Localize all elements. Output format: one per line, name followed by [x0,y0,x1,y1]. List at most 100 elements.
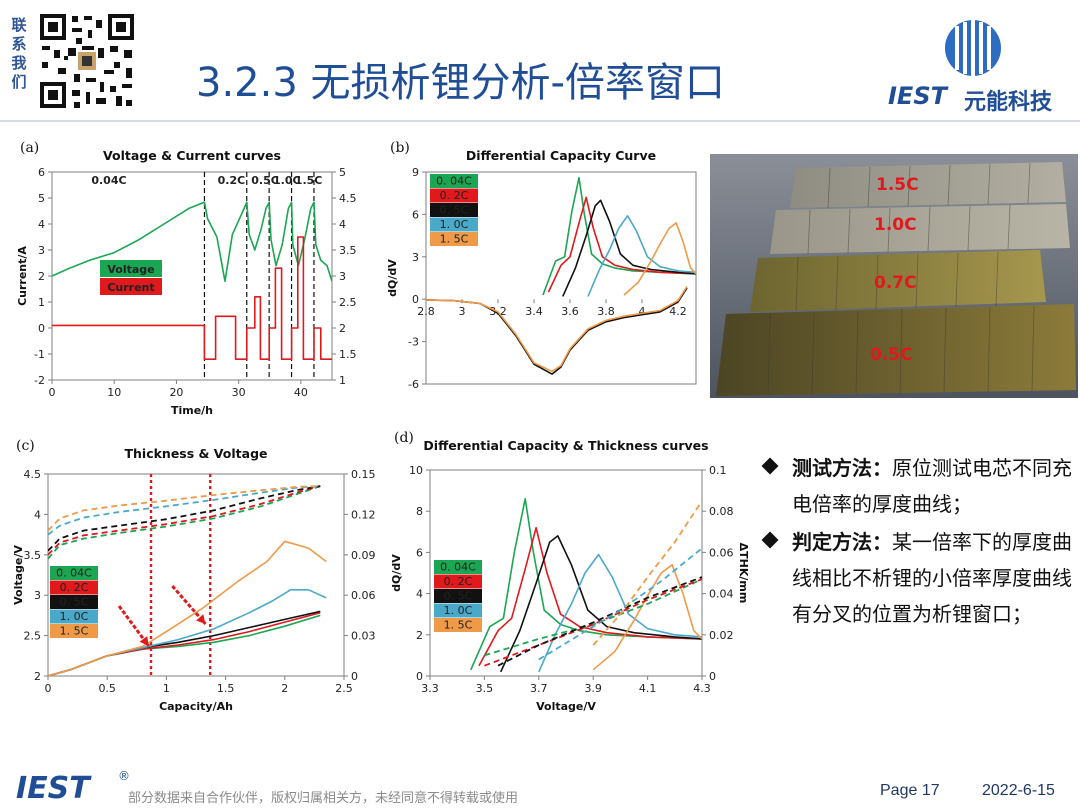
y-tick-label: 2 [38,270,45,283]
y-tick-label: 4 [38,218,45,231]
y-tick-label: 0 [38,322,45,335]
plot-area-d [470,498,702,673]
x-tick-label: 3.3 [421,682,439,695]
legend-swatch-0-5c [50,595,98,609]
registered-mark: ® [118,769,130,783]
contact-us-label: 联系我们 [11,16,27,91]
y2-tick-label: 0.15 [351,468,376,481]
legend-swatch-0-04c [434,560,482,574]
test-method-text: 原位测试电芯不同充电倍率的厚度曲线； [792,456,1072,516]
legend-swatch-0-04c [50,566,98,580]
judge-method-text: 某一倍率下的厚度曲线相比不析锂的小倍率厚度曲线有分叉的位置为析锂窗口； [792,530,1072,626]
legend-label-0-2c: 0. 2C [60,581,89,594]
chart-title-b: Differential Capacity Curve [466,148,656,163]
series-d-0-2c-dq-dv [478,526,702,667]
plot-frame-c [47,473,345,677]
series-a-current [52,236,332,360]
y-tick-label: 4.5 [24,468,42,481]
legend-swatch-0-2c [50,580,98,595]
x-tick-label: 3.4 [525,305,543,318]
series-b-discharge-overlay [426,286,688,373]
y-tick-label: 4 [34,508,41,521]
legend-label-1-5c: 1. 5C [440,233,469,246]
x-tick-label: 4.3 [693,682,711,695]
y2-tick-label: 0.06 [351,589,376,602]
chart-a-panel: (a) Voltage & Current curves 0 10 20 30 40 -2 -1… [14,138,364,432]
y-axis-label-d: dQ/dV [390,554,403,592]
y2-tick-label: 0.02 [709,629,734,642]
legend-swatch-1-5c [434,618,482,632]
y2-tick-label: 0.04 [709,588,734,601]
y2-tick-label: 0.1 [709,464,727,477]
chart-b-panel: (b) Differential Capacity Curve 2.8 3 3.2 3.4… [384,138,710,421]
legend-label-1-0c: 1. 0C [440,218,469,231]
chart-d-svg: (d) Differential Capacity & Thickness cur… [390,430,750,713]
series-b-0-04c [542,176,696,296]
x-tick-label: 4 [639,305,646,318]
chart-d-panel: (d) Differential Capacity & Thickness cur… [388,428,758,728]
legend-label-1-5c: 1. 5C [60,625,89,638]
series-b-1-5c [623,222,696,296]
legend-swatch-0-5c [430,203,478,217]
legend-swatch-voltage [100,260,162,277]
legend-label-1-0c: 1. 0C [60,610,89,623]
legend-label-0-5c: 0. 5C [440,204,469,217]
rate-label-0-5c: 0.5C [251,174,279,187]
series-c-1-0c-voltage [48,485,321,536]
plot-frame-d [429,469,703,677]
y-tick-label: 5 [38,192,45,205]
y-tick-label: 9 [412,166,419,179]
y-tick-label: -6 [408,378,419,391]
series-a-voltage [52,201,332,282]
y-axis-label-c: Voltage/V [12,545,25,605]
y2-tick-label: 5 [339,166,346,179]
y-tick-label: 3 [38,244,45,257]
legend-label-0-5c: 0. 5C [444,590,473,603]
y2-tick-label: 2.5 [339,296,357,309]
slide-date: 2022-6-15 [982,782,1055,799]
y-tick-label: 0 [416,670,423,683]
chart-title-a: Voltage & Current curves [103,148,281,163]
series-d-1-0c-thickness [538,547,702,661]
y-tick-label: 2 [34,670,41,683]
test-method-bullet: 测试方法：原位测试电芯不同充电倍率的厚度曲线； [760,450,1076,522]
series-b-1-0c [587,215,696,297]
legend-swatch-0-2c [434,574,482,589]
qr-code-icon [38,12,136,110]
y-tick-label: 6 [412,208,419,221]
x-axis-label-d: Voltage/V [536,700,596,713]
x-tick-label: 3.8 [597,305,615,318]
legend-label-0-5c: 0. 5C [60,596,89,609]
y2-tick-label: 3 [339,270,346,283]
anode-sheets-image: 1.5C 1.0C 0.7C 0.5C [710,154,1078,398]
x-tick-label: 3.6 [561,305,579,318]
diamond-bullet-icon [761,531,779,549]
x-tick-label: 20 [169,386,183,399]
judge-method-heading: 判定方法： [792,530,892,554]
page-number: Page 17 [880,782,940,799]
diamond-bullet-icon [761,457,779,475]
x-tick-label: 3 [459,305,466,318]
chart-title-c: Thickness & Voltage [125,446,268,461]
y-tick-label: 2.5 [24,630,42,643]
series-d-0-5c-thickness [497,576,702,667]
iest-logo-icon: IEST [888,20,1001,110]
plot-frame-a [51,171,333,381]
chart-title-d: Differential Capacity & Thickness curves [423,438,708,453]
y2-tick-label: 0 [351,670,358,683]
legend-label-voltage: Voltage [107,263,154,276]
series-b-0-2c [547,196,696,293]
y-tick-label: -3 [408,336,419,349]
y-tick-label: 3 [412,251,419,264]
y2-tick-label: 0.06 [709,546,734,559]
y-tick-label: 1 [38,296,45,309]
legend-label-0-04c: 0. 04C [440,561,476,574]
x-tick-label: 30 [232,386,246,399]
legend-swatch-1-0c [430,217,478,232]
series-d-1-0c-dq-dv [538,553,702,673]
y-tick-label: 6 [38,166,45,179]
logo-mark-text: IEST [888,82,949,110]
anode-photo: 1.5C 1.0C 0.7C 0.5C [710,154,1078,398]
x-tick-label: 3.5 [476,682,494,695]
